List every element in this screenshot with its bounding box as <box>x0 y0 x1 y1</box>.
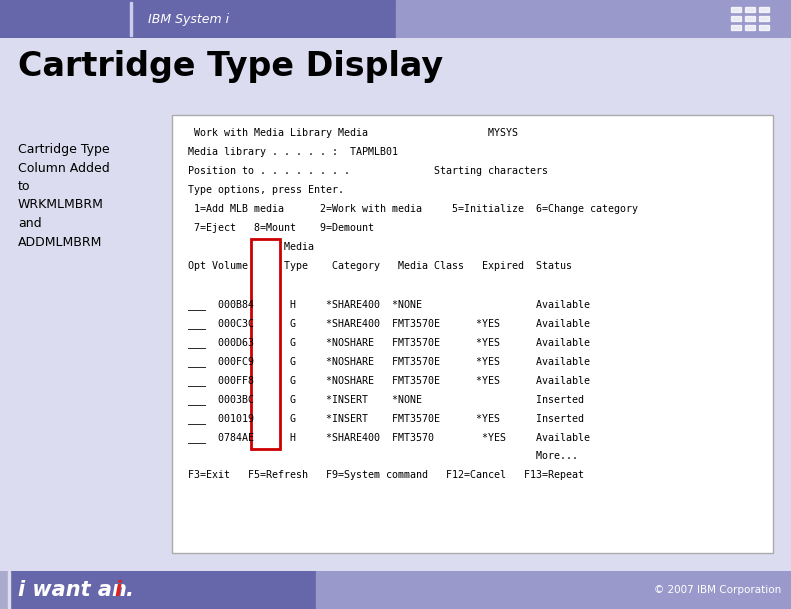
Bar <box>731 25 741 30</box>
Text: .: . <box>125 580 133 600</box>
Text: Cartridge Type
Column Added
to
WRKMLMBRM
and
ADDMLMBRM: Cartridge Type Column Added to WRKMLMBRM… <box>18 143 110 248</box>
Text: Work with Media Library Media                    MYSYS: Work with Media Library Media MYSYS <box>182 128 518 138</box>
Text: ___  000FF8      G     *NOSHARE   FMT3570E      *YES      Available: ___ 000FF8 G *NOSHARE FMT3570E *YES Avai… <box>182 375 590 386</box>
Text: ___  000FC9      G     *NOSHARE   FMT3570E      *YES      Available: ___ 000FC9 G *NOSHARE FMT3570E *YES Avai… <box>182 356 590 367</box>
Text: Type options, press Enter.: Type options, press Enter. <box>182 185 344 195</box>
Text: ___  000D63      G     *NOSHARE   FMT3570E      *YES      Available: ___ 000D63 G *NOSHARE FMT3570E *YES Avai… <box>182 337 590 348</box>
Text: i: i <box>114 580 121 600</box>
Text: Media: Media <box>182 242 314 252</box>
Bar <box>316 571 791 609</box>
Bar <box>731 7 741 12</box>
Bar <box>0 571 8 609</box>
Text: Opt Volume      Type    Category   Media Class   Expired  Status: Opt Volume Type Category Media Class Exp… <box>182 261 572 271</box>
Text: ___  0003BC      G     *INSERT    *NONE                   Inserted: ___ 0003BC G *INSERT *NONE Inserted <box>182 394 584 405</box>
Text: 1=Add MLB media      2=Work with media     5=Initialize  6=Change category: 1=Add MLB media 2=Work with media 5=Init… <box>182 204 638 214</box>
Bar <box>731 16 741 21</box>
Text: ___  001019      G     *INSERT    FMT3570E      *YES      Inserted: ___ 001019 G *INSERT FMT3570E *YES Inser… <box>182 413 584 424</box>
Text: ___  000C3C      G     *SHARE400  FMT3570E      *YES      Available: ___ 000C3C G *SHARE400 FMT3570E *YES Ava… <box>182 318 590 329</box>
Bar <box>759 16 769 21</box>
Text: ___  0784AE      H     *SHARE400  FMT3570        *YES     Available: ___ 0784AE H *SHARE400 FMT3570 *YES Avai… <box>182 432 590 443</box>
Text: IBM System i: IBM System i <box>148 13 229 26</box>
Text: ___  000B84      H     *SHARE400  *NONE                   Available: ___ 000B84 H *SHARE400 *NONE Available <box>182 299 590 310</box>
Text: F3=Exit   F5=Refresh   F9=System command   F12=Cancel   F13=Repeat: F3=Exit F5=Refresh F9=System command F12… <box>182 470 584 480</box>
Text: 7=Eject   8=Mount    9=Demount: 7=Eject 8=Mount 9=Demount <box>182 223 374 233</box>
Text: © 2007 IBM Corporation: © 2007 IBM Corporation <box>653 585 781 595</box>
Text: Position to . . . . . . . .              Starting characters: Position to . . . . . . . . Starting cha… <box>182 166 548 176</box>
Bar <box>745 25 755 30</box>
Bar <box>251 239 280 449</box>
Text: i want an: i want an <box>18 580 134 600</box>
Bar <box>745 16 755 21</box>
Text: Media library . . . . . :  TAPMLB01: Media library . . . . . : TAPMLB01 <box>182 147 398 157</box>
Bar <box>759 7 769 12</box>
Bar <box>396 0 791 38</box>
Bar <box>172 115 773 553</box>
Text: More...: More... <box>182 451 578 461</box>
Text: Cartridge Type Display: Cartridge Type Display <box>18 50 443 83</box>
Bar <box>8 571 10 609</box>
Bar <box>745 7 755 12</box>
Bar <box>130 2 132 36</box>
Bar <box>759 25 769 30</box>
